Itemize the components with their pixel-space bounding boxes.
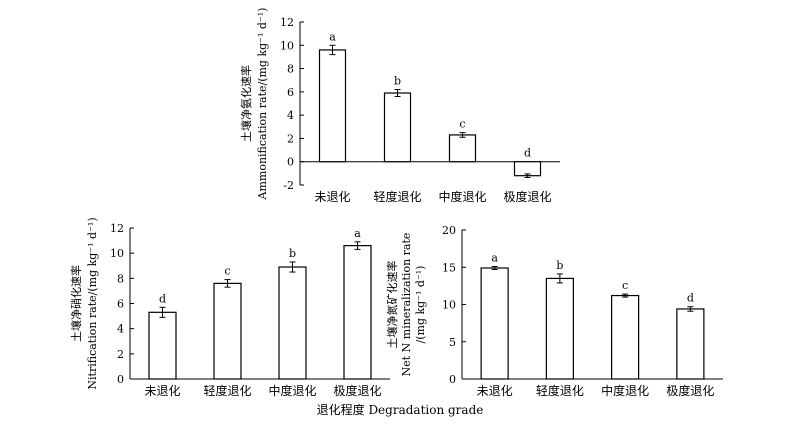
bar — [383, 92, 412, 163]
significance-label: b — [556, 259, 563, 272]
y-tick-label: 8 — [287, 63, 294, 76]
significance-label: b — [289, 247, 296, 260]
ammonification-chart: -2 0 2 4 6 8 10 12 a 未退化 b 轻度退化 c 中度退化 d 极度退化 土壤净氨化速率 Amm… — [239, 8, 560, 204]
significance-label: a — [354, 227, 361, 240]
bar — [148, 311, 177, 380]
category-label: 未退化 — [144, 384, 180, 398]
significance-label: c — [224, 265, 230, 278]
category-label: 极度退化 — [333, 383, 381, 398]
category-label: 中度退化 — [601, 383, 649, 398]
y-tick-label: 4 — [117, 323, 124, 336]
bar — [318, 49, 347, 163]
y-tick-label: 8 — [117, 272, 124, 285]
y-tick-label: 4 — [287, 109, 294, 122]
y-tick-label: 6 — [117, 298, 124, 311]
y-tick-label: 12 — [110, 222, 124, 235]
y-tick-label: 2 — [287, 132, 294, 145]
y-tick-label: 10 — [280, 39, 294, 52]
significance-label: a — [491, 252, 498, 265]
y-axis-label-cn: 土壤净氮矿化速率 — [385, 261, 399, 349]
category-label: 极度退化 — [503, 189, 551, 204]
category-label: 未退化 — [477, 384, 513, 398]
y-tick-label: 2 — [117, 348, 124, 361]
y-axis-label-unit: /(mg kg⁻¹ d⁻¹) — [414, 266, 427, 344]
category-label: 中度退化 — [438, 189, 486, 204]
category-label: 轻度退化 — [536, 383, 584, 398]
y-axis-label-en: Net N mineralization rate — [400, 233, 413, 377]
y-tick-label: 0 — [117, 373, 124, 386]
bar — [213, 282, 242, 380]
bar — [545, 277, 574, 380]
significance-label: b — [394, 75, 401, 88]
y-axis-label-en: Ammonification rate/(mg kg⁻¹ d⁻¹) — [256, 8, 269, 201]
nitrification-chart: 0 2 4 6 8 10 12 d 未退化 c 轻度退化 b 中度退化 a 极度退化 土壤净硝化速率 Nitri… — [69, 217, 390, 398]
mineralization-chart: 0 5 10 15 20 a 未退化 b 轻度退化 c 中度退化 d 极度退化 土壤净氮矿化速率 Net N… — [385, 224, 723, 398]
y-tick-label: 10 — [442, 299, 456, 312]
category-label: 中度退化 — [268, 383, 316, 398]
category-label: 极度退化 — [666, 383, 714, 398]
y-tick-label: 0 — [287, 156, 294, 169]
significance-label: d — [159, 292, 166, 305]
significance-label: d — [524, 147, 531, 160]
category-label: 未退化 — [314, 190, 350, 204]
significance-label: c — [622, 279, 628, 292]
bar — [343, 245, 372, 380]
y-axis-label-cn: 土壤净硝化速率 — [69, 265, 83, 342]
significance-label: c — [459, 118, 465, 131]
category-label: 轻度退化 — [373, 189, 421, 204]
bar — [278, 266, 307, 380]
y-tick-label: 5 — [449, 336, 456, 349]
bar — [480, 267, 509, 380]
bar — [448, 134, 477, 163]
category-label: 轻度退化 — [203, 383, 251, 398]
y-tick-label: 20 — [442, 224, 456, 237]
y-tick-label: -2 — [283, 179, 294, 192]
y-tick-label: 10 — [110, 247, 124, 260]
y-tick-label: 6 — [287, 86, 294, 99]
y-tick-label: 0 — [449, 373, 456, 386]
significance-label: d — [687, 292, 694, 305]
y-axis-label-cn: 土壤净氨化速率 — [239, 65, 253, 142]
y-axis-label-en: Nitrification rate/(mg kg⁻¹ d⁻¹) — [86, 217, 99, 389]
x-axis-title: 退化程度 Degradation grade — [317, 402, 484, 417]
bar — [676, 308, 705, 380]
y-tick-label: 15 — [442, 261, 456, 274]
significance-label: a — [329, 30, 336, 43]
y-tick-label: 12 — [280, 16, 294, 29]
bar — [611, 294, 640, 380]
